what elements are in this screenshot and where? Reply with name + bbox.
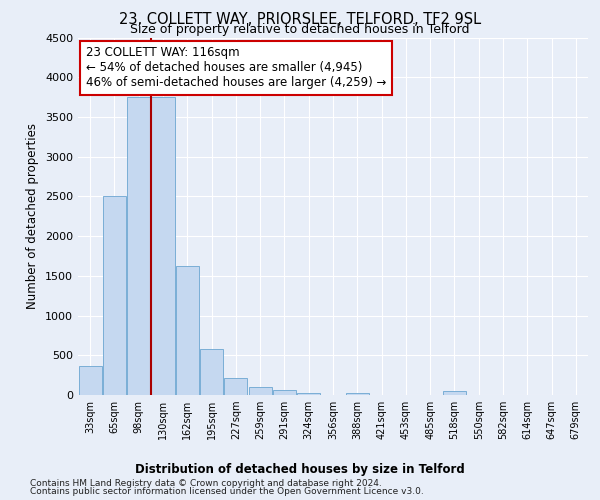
Bar <box>224 378 247 395</box>
Bar <box>273 390 296 395</box>
Text: 23, COLLETT WAY, PRIORSLEE, TELFORD, TF2 9SL: 23, COLLETT WAY, PRIORSLEE, TELFORD, TF2… <box>119 12 481 28</box>
Bar <box>176 266 199 395</box>
Text: 23 COLLETT WAY: 116sqm
← 54% of detached houses are smaller (4,945)
46% of semi-: 23 COLLETT WAY: 116sqm ← 54% of detached… <box>86 46 386 90</box>
Y-axis label: Number of detached properties: Number of detached properties <box>26 123 40 309</box>
Bar <box>443 390 466 395</box>
Bar <box>127 97 150 395</box>
Bar <box>103 196 126 395</box>
Bar <box>248 387 272 395</box>
Bar <box>151 97 175 395</box>
Text: Size of property relative to detached houses in Telford: Size of property relative to detached ho… <box>130 22 470 36</box>
Bar <box>79 366 101 395</box>
Text: Distribution of detached houses by size in Telford: Distribution of detached houses by size … <box>135 462 465 475</box>
Bar <box>297 392 320 395</box>
Bar <box>346 392 369 395</box>
Text: Contains public sector information licensed under the Open Government Licence v3: Contains public sector information licen… <box>30 487 424 496</box>
Text: Contains HM Land Registry data © Crown copyright and database right 2024.: Contains HM Land Registry data © Crown c… <box>30 478 382 488</box>
Bar <box>200 349 223 395</box>
